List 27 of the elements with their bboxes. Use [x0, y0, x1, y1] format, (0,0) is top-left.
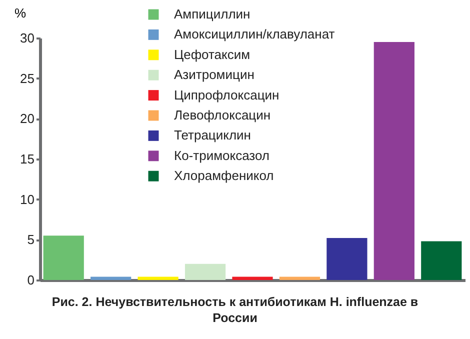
y-tick-label: 10 — [20, 192, 34, 207]
y-axis-title: % — [14, 6, 26, 20]
bar — [90, 276, 132, 280]
y-tick-label: 0 — [27, 272, 34, 288]
y-tick-label: 5 — [27, 232, 34, 248]
legend-label: Ко-тримоксазол — [174, 148, 270, 163]
bar — [138, 276, 178, 280]
y-tick-label: 20 — [20, 111, 34, 126]
y-tick-label: 30 — [20, 30, 34, 46]
bar — [279, 276, 320, 280]
legend-label: Левофлоксацин — [174, 108, 271, 122]
legend-label: Хлорамфеникол — [174, 168, 274, 184]
bar — [326, 238, 368, 280]
legend-label: Тетрациклин — [174, 128, 251, 143]
bar — [184, 264, 226, 280]
legend-label: Ампициллин — [174, 6, 250, 22]
legend-label: Цефотаксим — [174, 46, 250, 62]
bar — [421, 241, 462, 280]
legend-label: Ципрофлоксацин — [174, 87, 280, 102]
bar — [232, 276, 273, 280]
bar — [43, 236, 84, 280]
text: Рис. 2. Нечувствительность к антибиотикам H. influenzae в России — [50, 294, 420, 326]
bar — [374, 42, 414, 280]
legend-label: Азитромицин — [174, 67, 254, 82]
y-tick-label: 15 — [20, 152, 34, 166]
legend-label: Амоксициллин/клавуланат — [174, 26, 335, 42]
y-tick-label: 25 — [20, 70, 34, 86]
